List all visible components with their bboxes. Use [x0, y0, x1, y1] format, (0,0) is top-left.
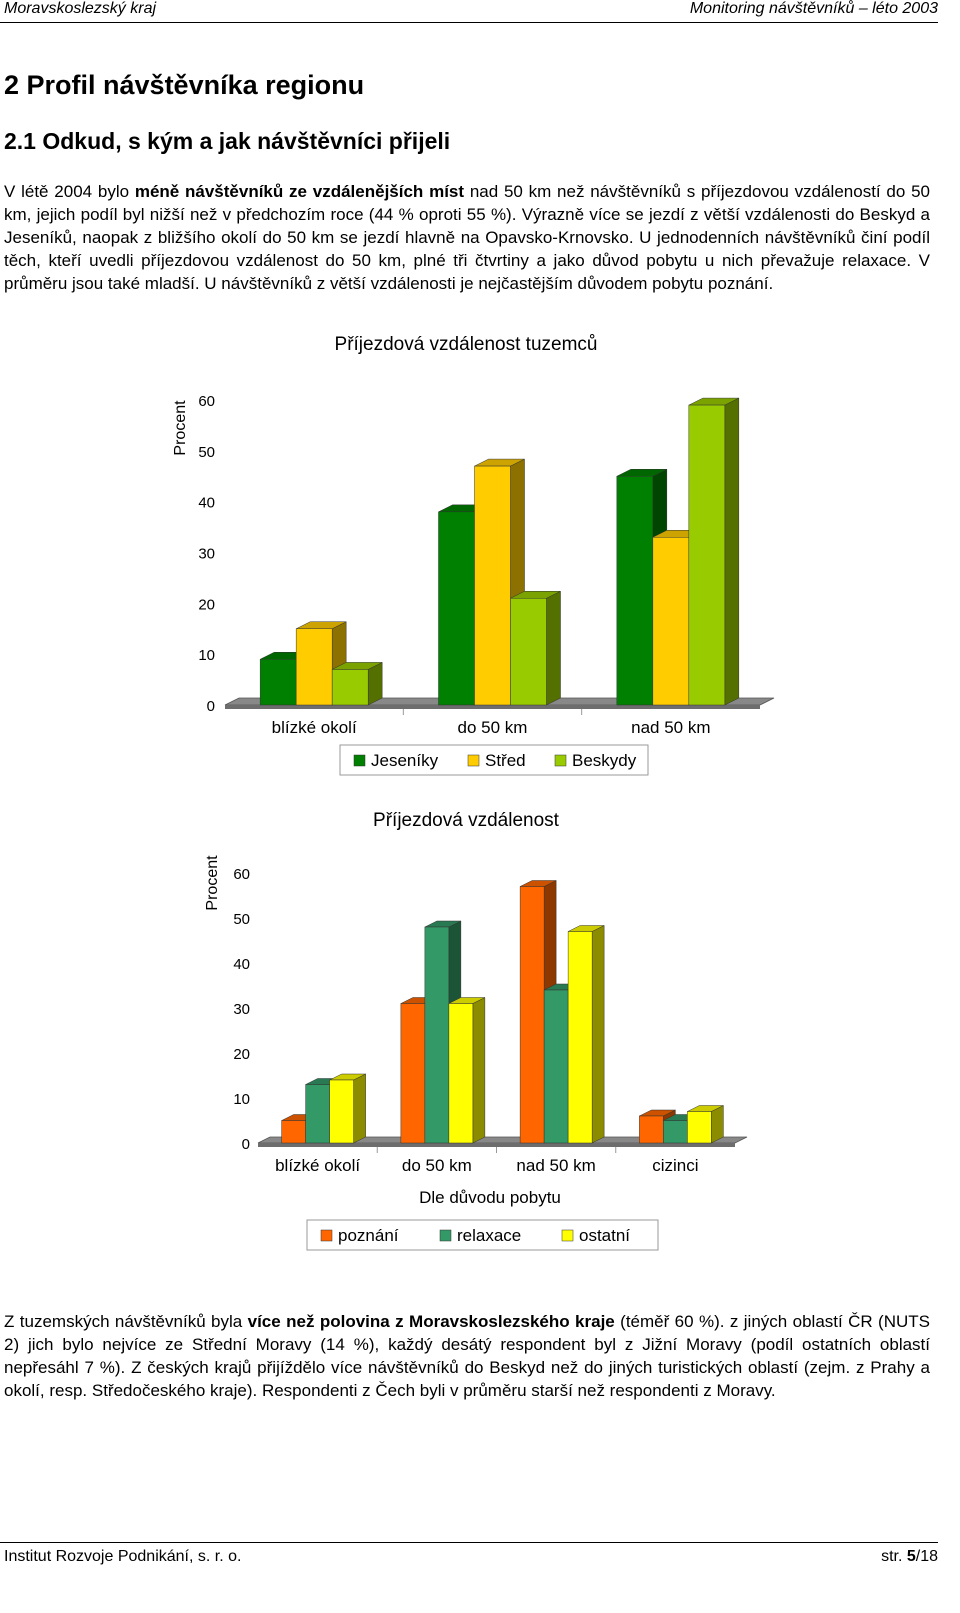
paragraph-emphasis: více než polovina z Moravskoslezského kr… [247, 1312, 615, 1331]
page-footer: Institut Rozvoje Podnikání, s. r. o. str… [0, 1542, 938, 1567]
bar-front [400, 1003, 426, 1144]
legend-label: Beskydy [572, 751, 637, 770]
bar-side [724, 397, 740, 706]
x-tick-label: nad 50 km [516, 1156, 595, 1175]
bar-front [510, 598, 547, 706]
x-tick-label: blízké okolí [275, 1156, 360, 1175]
bar-side [472, 997, 486, 1144]
header-report-title: Monitoring návštěvníků – léto 2003 [689, 0, 938, 17]
bar [510, 590, 561, 706]
bar-front [663, 1120, 688, 1144]
y-axis-label: Procent [172, 400, 189, 456]
paragraph-text: (téměř 60 %). z jiných oblastí ČR (NUTS … [4, 1312, 930, 1400]
paragraph-text: V létě 2004 bylo [4, 182, 135, 201]
legend-label: Jeseníky [371, 751, 439, 770]
bar-front [331, 669, 369, 706]
y-tick-label: 60 [198, 393, 215, 410]
bar-front [519, 886, 545, 1144]
chart-title: Příjezdová vzdálenost [373, 810, 560, 831]
legend-box [339, 744, 649, 776]
legend-box [306, 1219, 659, 1251]
y-tick-label: 40 [233, 956, 250, 973]
footer-company: Institut Rozvoje Podnikání, s. r. o. [4, 1548, 242, 1565]
bar-front [295, 628, 333, 706]
paragraph-emphasis: méně návštěvníků ze vzdálenějších míst [134, 182, 465, 201]
subsection-heading: 2.1 Odkud, s kým a jak návštěvníci přije… [4, 128, 451, 154]
section-heading: 2 Profil návštěvníka regionu [4, 70, 365, 100]
chart-arrival-distance-by-purpose: Příjezdová vzdálenost Procent 0 10 20 30 40 50 6… [204, 810, 748, 1251]
x-tick-label: do 50 km [458, 718, 528, 737]
chart-floor-edge [225, 705, 760, 709]
bar-front [474, 465, 511, 706]
y-tick-label: 30 [233, 1001, 250, 1018]
legend-label: relaxace [457, 1226, 521, 1245]
bar-side [353, 1073, 366, 1144]
y-tick-label: 0 [242, 1136, 250, 1153]
bar-side [367, 662, 383, 706]
bar-front [652, 537, 690, 706]
chart-floor-edge [258, 1143, 735, 1147]
bar-front [329, 1079, 354, 1144]
legend-swatch [561, 1229, 574, 1242]
y-tick-label: 20 [233, 1046, 250, 1063]
bar-front [259, 659, 297, 706]
legend-swatch [320, 1229, 333, 1242]
chart-title: Příjezdová vzdálenost tuzemců [335, 334, 598, 355]
legend-swatch [439, 1229, 452, 1242]
y-tick-label: 30 [198, 546, 215, 563]
y-tick-label: 20 [198, 596, 215, 613]
current-page: 5 [906, 1548, 916, 1565]
y-tick-label: 60 [233, 866, 250, 883]
paragraph-text: Z tuzemských návštěvníků byla [4, 1312, 248, 1331]
bar-front [448, 1003, 474, 1144]
bar-front [688, 404, 726, 706]
bar-front [567, 931, 593, 1144]
bar-front [305, 1084, 330, 1144]
legend-swatch [554, 754, 567, 767]
x-tick-label: cizinci [652, 1156, 698, 1175]
bar-front [543, 989, 569, 1144]
bar [331, 662, 383, 706]
y-tick-label: 50 [233, 911, 250, 928]
bar-front [438, 511, 475, 706]
x-tick-label: nad 50 km [631, 718, 710, 737]
legend-swatch [353, 754, 366, 767]
y-tick-label: 0 [207, 698, 215, 715]
total-pages: /18 [915, 1548, 938, 1565]
bar-side [546, 590, 561, 706]
bar [448, 997, 486, 1144]
page-label: str. [881, 1548, 907, 1565]
x-tick-label: blízké okolí [272, 718, 357, 737]
legend-label: ostatní [579, 1226, 630, 1245]
chart-arrival-distance-domestic: Příjezdová vzdálenost tuzemců Procent 0 10 2… [172, 334, 775, 776]
x-tick-label: do 50 km [402, 1156, 472, 1175]
bar-side [591, 925, 605, 1144]
y-tick-label: 10 [198, 647, 215, 664]
summary-paragraph: Z tuzemských návštěvníků byla více než p… [4, 1310, 930, 1402]
bar-front [687, 1111, 712, 1144]
y-tick-label: 50 [198, 444, 215, 461]
bar [567, 925, 605, 1144]
intro-paragraph: V létě 2004 bylo méně návštěvníků ze vzd… [4, 180, 930, 295]
header-region: Moravskoslezský kraj [4, 0, 157, 17]
bar-front [424, 926, 450, 1144]
bar [688, 397, 740, 706]
y-tick-label: 40 [198, 495, 215, 512]
y-tick-label: 10 [233, 1091, 250, 1108]
legend-label: poznání [338, 1226, 399, 1245]
bar [687, 1105, 724, 1144]
bar-front [639, 1115, 664, 1144]
x-axis-label: Dle důvodu pobytu [419, 1188, 561, 1207]
legend-label: Střed [485, 751, 526, 770]
bar-front [281, 1120, 306, 1144]
paragraph-text: nad 50 km než návštěvníků s příjezdovou … [4, 182, 930, 293]
y-axis-label: Procent [204, 855, 221, 911]
legend-swatch [467, 754, 480, 767]
bar [329, 1073, 366, 1144]
bar-front [616, 476, 654, 706]
page-number: str. 5/18 [881, 1548, 938, 1566]
bar-side [711, 1105, 724, 1144]
page-header: Moravskoslezský kraj Monitoring návštěvn… [0, 0, 938, 23]
